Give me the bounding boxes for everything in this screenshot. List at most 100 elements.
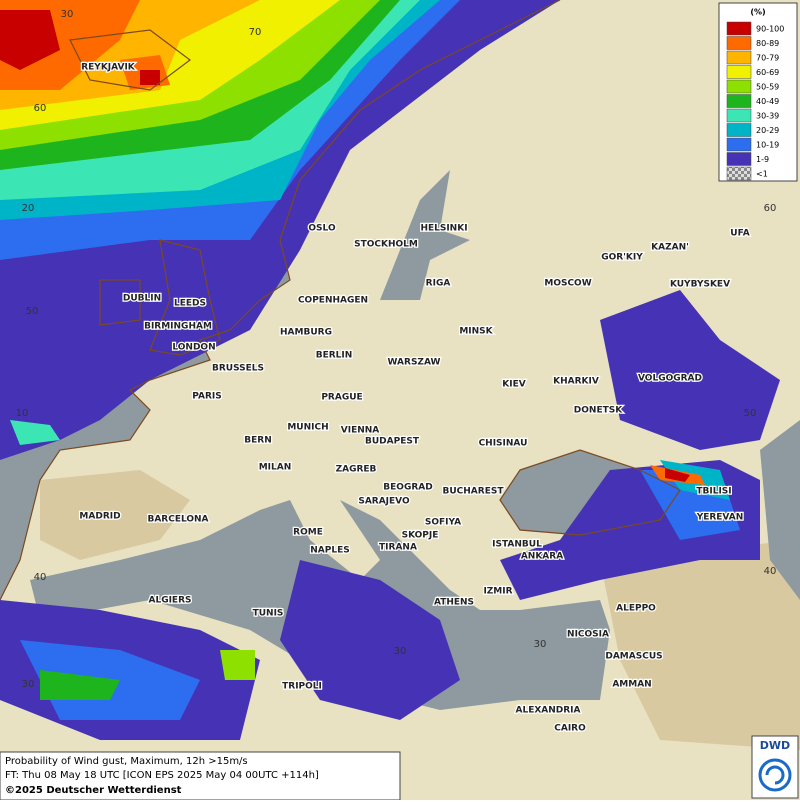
- legend-swatch: [726, 21, 752, 36]
- city-label: HELSINKI: [420, 224, 467, 234]
- city-label: STOCKHOLM: [354, 240, 418, 250]
- legend-label: 80-89: [756, 39, 779, 48]
- legend-label: 1-9: [756, 155, 769, 164]
- city-label: HAMBURG: [280, 328, 332, 338]
- city-label: BUDAPEST: [365, 437, 420, 447]
- relief: [600, 540, 800, 750]
- relief: [40, 470, 190, 560]
- city-label: MINSK: [459, 327, 493, 337]
- city-label: WARSZAW: [388, 358, 441, 368]
- grid-label: 50: [744, 408, 757, 419]
- probability-area: [220, 650, 255, 680]
- legend-label: 60-69: [756, 68, 779, 77]
- city-label: ATHENS: [434, 598, 474, 608]
- city-label: SKOPJE: [402, 531, 439, 541]
- city-label: DAMASCUS: [605, 652, 662, 662]
- grid-label: 70: [249, 27, 262, 38]
- coastlines: [0, 0, 681, 601]
- legend-label: 40-49: [756, 97, 779, 106]
- grid-label: 30: [534, 639, 547, 650]
- city-label: TUNIS: [253, 609, 284, 619]
- legend-swatch: [726, 36, 752, 50]
- grid-label: 30: [61, 9, 74, 20]
- city-label: KIEV: [502, 380, 525, 390]
- grid-label: 50: [26, 306, 39, 317]
- footer-line: Probability of Wind gust, Maximum, 12h >…: [5, 756, 248, 767]
- city-label: PRAGUE: [321, 393, 362, 403]
- grid-label: 20: [22, 203, 35, 214]
- probability-area: [140, 70, 160, 85]
- city-label: BERLIN: [316, 351, 353, 361]
- legend-swatch: [726, 108, 752, 123]
- grid-label: 10: [16, 408, 29, 419]
- footer-box: [0, 751, 401, 801]
- city-label: DONETSK: [574, 406, 623, 416]
- city-label: BERN: [244, 436, 271, 446]
- city-label: ISTANBUL: [492, 540, 542, 550]
- city-label: LEEDS: [174, 299, 206, 309]
- legend-swatch: [726, 65, 752, 79]
- city-label: CHISINAU: [479, 439, 528, 449]
- city-label: YEREVAN: [696, 513, 744, 523]
- city-label: AMMAN: [612, 680, 651, 690]
- city-label: TBILISI: [696, 487, 731, 497]
- city-label: NICOSIA: [567, 630, 609, 640]
- logo: DWD: [760, 739, 790, 752]
- city-label: ROME: [293, 528, 323, 538]
- legend-swatch: [726, 123, 752, 137]
- probability-area: [600, 290, 780, 450]
- city-label: TRIPOLI: [282, 682, 322, 692]
- city-label: MUNICH: [287, 423, 328, 433]
- city-label: RIGA: [426, 279, 451, 289]
- labels: 30 70 60 20 50 10 40 30 30 30 60 50 40 REYKJAVIK OSLO S…: [16, 9, 777, 735]
- legend-label: 90-100: [756, 25, 784, 34]
- city-label: PARIS: [192, 392, 222, 402]
- city-label: CAIRO: [554, 724, 586, 734]
- city-label: ALEXANDRIA: [516, 706, 581, 716]
- legend-swatch: [726, 94, 752, 108]
- city-label: TIRANA: [379, 543, 417, 553]
- legend-swatch: [726, 137, 752, 152]
- city-label: NAPLES: [310, 546, 349, 556]
- city-label: MILAN: [259, 463, 292, 473]
- city-label: ALEPPO: [616, 604, 656, 614]
- legend: (%) 90-100 80-89 70-79 60-69 50-59 40-49 30-39…: [718, 2, 798, 182]
- city-label: MOSCOW: [544, 279, 591, 289]
- city-label: VIENNA: [341, 426, 380, 436]
- legend-title: (%): [750, 8, 765, 17]
- probability-areas: [0, 0, 780, 740]
- grid-label: 40: [764, 566, 777, 577]
- probability-area: [40, 670, 120, 700]
- probability-area: [0, 10, 60, 70]
- legend-swatch: [726, 152, 752, 166]
- city-label: OSLO: [308, 224, 336, 234]
- probability-area: [280, 560, 460, 720]
- grid-label: 60: [34, 103, 47, 114]
- legend-label: 30-39: [756, 112, 779, 121]
- legend-swatch: [726, 50, 752, 65]
- city-label: ANKARA: [521, 552, 563, 562]
- city-label: DUBLIN: [123, 294, 161, 304]
- city-label: COPENHAGEN: [298, 296, 368, 306]
- city-label: GOR'KIY: [601, 253, 643, 263]
- city-label: KAZAN': [651, 243, 689, 253]
- city-label: SARAJEVO: [358, 497, 410, 507]
- city-label: BRUSSELS: [212, 364, 264, 374]
- city-label: ZAGREB: [336, 465, 377, 475]
- legend-label: 10-19: [756, 141, 779, 150]
- city-label: BIRMINGHAM: [144, 322, 212, 332]
- city-label: KHARKIV: [553, 377, 599, 387]
- logo-icon: [758, 758, 792, 792]
- city-label: LONDON: [172, 343, 215, 353]
- legend-label: 70-79: [756, 54, 779, 63]
- city-label: IZMIR: [483, 587, 512, 597]
- footer-line: FT: Thu 08 May 18 UTC [ICON EPS 2025 May…: [5, 770, 319, 781]
- footer-line: ©2025 Deutscher Wetterdienst: [5, 785, 182, 796]
- city-label: BEOGRAD: [383, 483, 432, 493]
- city-label: BUCHAREST: [443, 487, 505, 497]
- legend-label: 50-59: [756, 83, 779, 92]
- city-label: SOFIYA: [425, 518, 461, 528]
- city-label: BARCELONA: [147, 515, 208, 525]
